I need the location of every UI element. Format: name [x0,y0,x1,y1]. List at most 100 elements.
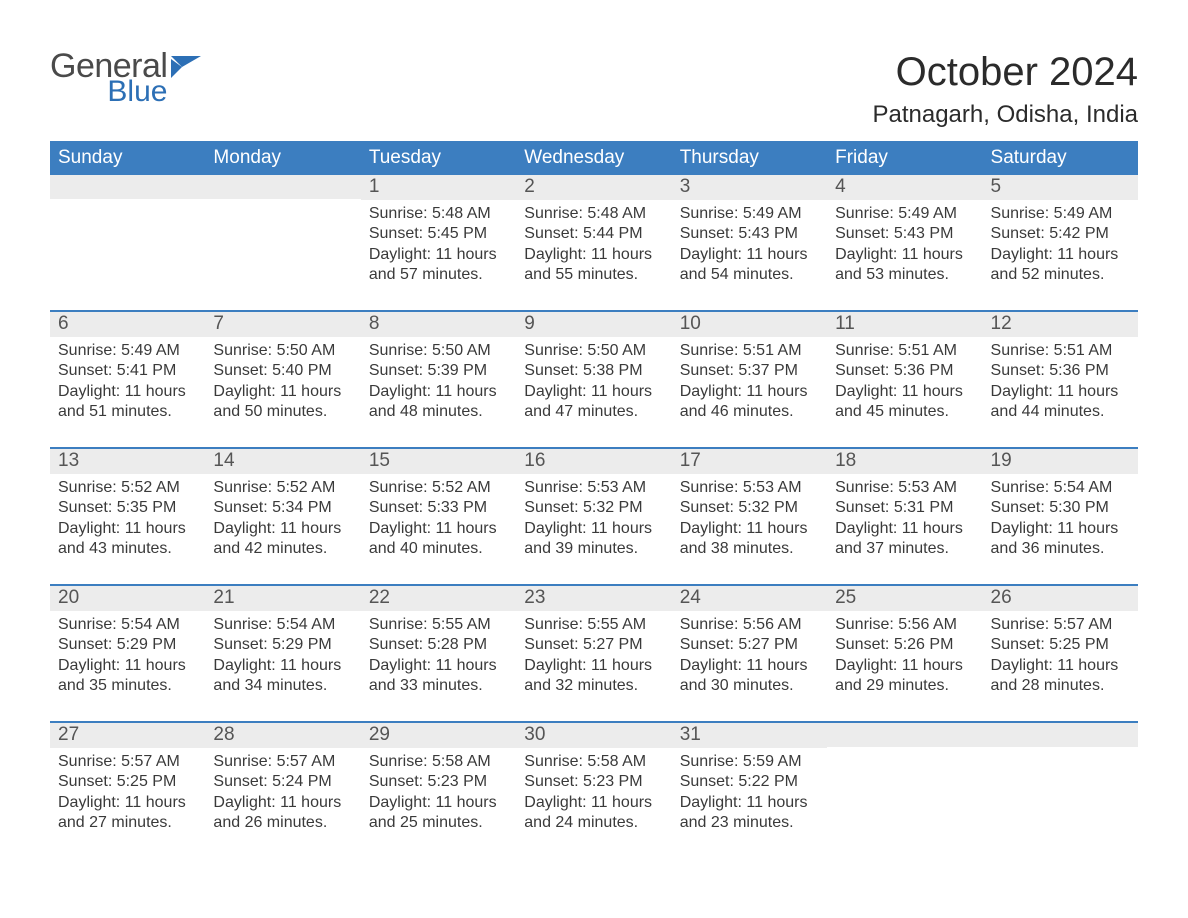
flag-icon [171,56,205,85]
cell-body: Sunrise: 5:48 AMSunset: 5:45 PMDaylight:… [361,200,516,286]
sunrise-line: Sunrise: 5:51 AM [680,341,819,361]
cell-body: Sunrise: 5:48 AMSunset: 5:44 PMDaylight:… [516,200,671,286]
calendar-cell: 20Sunrise: 5:54 AMSunset: 5:29 PMDayligh… [50,586,205,721]
day-header-wed: Wednesday [516,141,671,175]
calendar-cell: 28Sunrise: 5:57 AMSunset: 5:24 PMDayligh… [205,723,360,858]
daylight-line: Daylight: 11 hours [524,519,663,539]
sunset-line: Sunset: 5:22 PM [680,772,819,792]
daylight-line: and 57 minutes. [369,265,508,285]
daylight-line: and 29 minutes. [835,676,974,696]
week-row: 6Sunrise: 5:49 AMSunset: 5:41 PMDaylight… [50,310,1138,447]
week-row: 1Sunrise: 5:48 AMSunset: 5:45 PMDaylight… [50,175,1138,310]
cell-body: Sunrise: 5:50 AMSunset: 5:39 PMDaylight:… [361,337,516,423]
day-number: 5 [983,175,1138,200]
day-number: 19 [983,449,1138,474]
sunrise-line: Sunrise: 5:52 AM [213,478,352,498]
daylight-line: Daylight: 11 hours [58,656,197,676]
cell-body [50,199,205,203]
sunset-line: Sunset: 5:33 PM [369,498,508,518]
logo: General Blue [50,50,205,107]
daylight-line: Daylight: 11 hours [680,793,819,813]
calendar-cell: 31Sunrise: 5:59 AMSunset: 5:22 PMDayligh… [672,723,827,858]
sunrise-line: Sunrise: 5:53 AM [835,478,974,498]
calendar-cell: 5Sunrise: 5:49 AMSunset: 5:42 PMDaylight… [983,175,1138,310]
sunrise-line: Sunrise: 5:58 AM [369,752,508,772]
sunrise-line: Sunrise: 5:59 AM [680,752,819,772]
daylight-line: Daylight: 11 hours [991,382,1130,402]
daylight-line: Daylight: 11 hours [213,793,352,813]
daylight-line: Daylight: 11 hours [991,656,1130,676]
day-number: 16 [516,449,671,474]
calendar-cell: 16Sunrise: 5:53 AMSunset: 5:32 PMDayligh… [516,449,671,584]
cell-body: Sunrise: 5:57 AMSunset: 5:25 PMDaylight:… [983,611,1138,697]
daylight-line: and 35 minutes. [58,676,197,696]
sunrise-line: Sunrise: 5:55 AM [369,615,508,635]
daylight-line: Daylight: 11 hours [835,656,974,676]
sunset-line: Sunset: 5:27 PM [680,635,819,655]
cell-body: Sunrise: 5:56 AMSunset: 5:26 PMDaylight:… [827,611,982,697]
sunrise-line: Sunrise: 5:50 AM [524,341,663,361]
cell-body: Sunrise: 5:49 AMSunset: 5:43 PMDaylight:… [827,200,982,286]
day-number: 25 [827,586,982,611]
calendar-cell: 21Sunrise: 5:54 AMSunset: 5:29 PMDayligh… [205,586,360,721]
daylight-line: and 44 minutes. [991,402,1130,422]
daylight-line: Daylight: 11 hours [369,245,508,265]
daylight-line: and 26 minutes. [213,813,352,833]
daylight-line: Daylight: 11 hours [835,245,974,265]
daylight-line: Daylight: 11 hours [213,656,352,676]
day-number: 24 [672,586,827,611]
daylight-line: and 28 minutes. [991,676,1130,696]
day-header-row: Sunday Monday Tuesday Wednesday Thursday… [50,141,1138,175]
day-number: 14 [205,449,360,474]
sunrise-line: Sunrise: 5:49 AM [835,204,974,224]
daylight-line: Daylight: 11 hours [369,519,508,539]
daylight-line: Daylight: 11 hours [835,519,974,539]
sunrise-line: Sunrise: 5:53 AM [524,478,663,498]
calendar-cell: 24Sunrise: 5:56 AMSunset: 5:27 PMDayligh… [672,586,827,721]
sunset-line: Sunset: 5:24 PM [213,772,352,792]
sunrise-line: Sunrise: 5:56 AM [680,615,819,635]
month-title: October 2024 [872,50,1138,95]
day-number: 9 [516,312,671,337]
daylight-line: and 53 minutes. [835,265,974,285]
day-number: 13 [50,449,205,474]
day-number: 8 [361,312,516,337]
daylight-line: Daylight: 11 hours [524,245,663,265]
day-number: 10 [672,312,827,337]
calendar-cell: 2Sunrise: 5:48 AMSunset: 5:44 PMDaylight… [516,175,671,310]
daylight-line: and 33 minutes. [369,676,508,696]
sunrise-line: Sunrise: 5:49 AM [991,204,1130,224]
sunset-line: Sunset: 5:34 PM [213,498,352,518]
sunset-line: Sunset: 5:29 PM [213,635,352,655]
cell-body: Sunrise: 5:51 AMSunset: 5:36 PMDaylight:… [983,337,1138,423]
calendar-cell: 19Sunrise: 5:54 AMSunset: 5:30 PMDayligh… [983,449,1138,584]
sunset-line: Sunset: 5:32 PM [680,498,819,518]
daylight-line: and 24 minutes. [524,813,663,833]
sunrise-line: Sunrise: 5:57 AM [58,752,197,772]
logo-text: General Blue [50,50,167,107]
sunrise-line: Sunrise: 5:57 AM [213,752,352,772]
day-header-sun: Sunday [50,141,205,175]
sunrise-line: Sunrise: 5:57 AM [991,615,1130,635]
sunset-line: Sunset: 5:23 PM [369,772,508,792]
cell-body [983,747,1138,751]
day-number [205,175,360,199]
sunrise-line: Sunrise: 5:58 AM [524,752,663,772]
day-number: 3 [672,175,827,200]
daylight-line: Daylight: 11 hours [213,519,352,539]
calendar-cell: 9Sunrise: 5:50 AMSunset: 5:38 PMDaylight… [516,312,671,447]
day-number: 26 [983,586,1138,611]
sunset-line: Sunset: 5:43 PM [835,224,974,244]
daylight-line: and 48 minutes. [369,402,508,422]
calendar-cell: 29Sunrise: 5:58 AMSunset: 5:23 PMDayligh… [361,723,516,858]
daylight-line: and 37 minutes. [835,539,974,559]
logo-word-2: Blue [50,78,167,107]
cell-body: Sunrise: 5:53 AMSunset: 5:32 PMDaylight:… [516,474,671,560]
sunset-line: Sunset: 5:26 PM [835,635,974,655]
cell-body: Sunrise: 5:54 AMSunset: 5:30 PMDaylight:… [983,474,1138,560]
day-number: 1 [361,175,516,200]
sunset-line: Sunset: 5:25 PM [58,772,197,792]
day-number: 22 [361,586,516,611]
cell-body [827,747,982,751]
daylight-line: and 32 minutes. [524,676,663,696]
